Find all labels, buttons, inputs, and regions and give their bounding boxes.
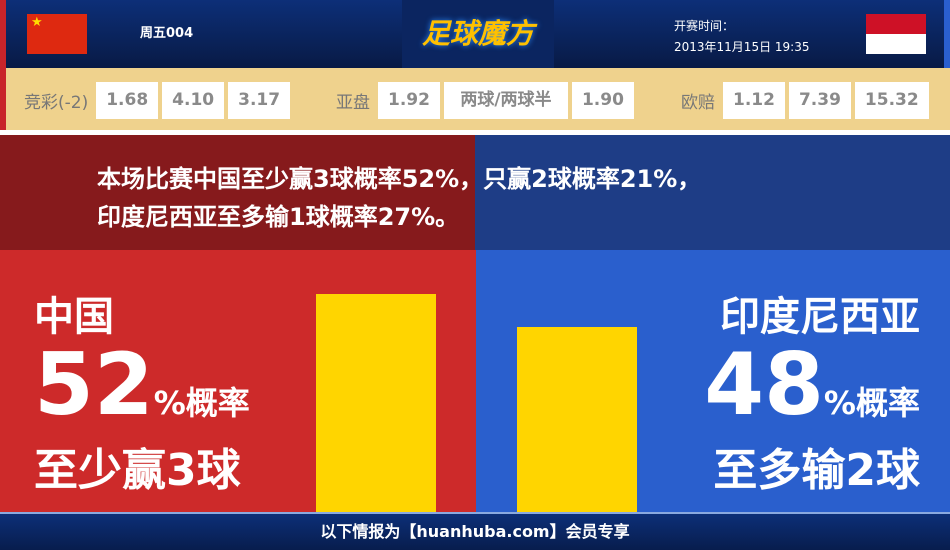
home-percent-suffix: %概率 [153,384,250,422]
odds-value: 3.17 [228,82,291,119]
odds-value: 1.90 [571,82,634,119]
kickoff-label: 开赛时间： [674,19,735,33]
jingcai-label: 竞彩(-2) [24,93,89,113]
yapan-label: 亚盘 [336,93,370,113]
away-desc: 至多输2球 [713,445,920,496]
china-flag-icon: ★ [27,14,87,54]
jingcai-odds: 竞彩(-2) 1.68 4.10 3.17 [24,82,291,119]
member-footer[interactable]: 以下情报为【huanhuba.com】会员专享 [0,512,950,550]
oupei-odds: 欧赔 1.12 7.39 15.32 [681,82,929,119]
home-panel: 中国 52%概率 至少赢3球 [0,250,476,512]
odds-value: 15.32 [854,82,929,119]
home-probability-bar [316,294,436,512]
home-team-name: 中国 [34,294,114,340]
away-team-name: 印度尼西亚 [720,294,920,340]
odds-handicap: 两球/两球半 [443,82,568,119]
message-line: 本场比赛中国至少赢3球概率52%，只赢2球概率21%， [97,165,702,193]
odds-value: 4.10 [162,82,225,119]
logo: 足球魔方 [402,0,554,68]
kickoff-time: 2013年11月15日 19:35 [674,40,810,54]
oupei-label: 欧赔 [681,93,715,113]
home-percent-value: 52 [34,335,154,435]
message-line: 印度尼西亚至多输1球概率27%。 [97,203,460,231]
odds-value: 7.39 [788,82,851,119]
prediction-message: 本场比赛中国至少赢3球概率52%，只赢2球概率21%， 印度尼西亚至多输1球概率… [0,135,950,250]
away-probability-bar [517,326,637,512]
yapan-odds: 亚盘 1.92 两球/两球半 1.90 [336,82,634,119]
divider [0,130,950,135]
away-percent-suffix: %概率 [823,384,920,422]
match-id: 周五004 [140,26,194,41]
odds-value: 1.92 [378,82,440,119]
match-header: ★ 周五004 足球魔方 开赛时间： 2013年11月15日 19:35 [0,0,950,68]
home-desc: 至少赢3球 [34,445,241,496]
odds-bar: 竞彩(-2) 1.68 4.10 3.17 亚盘 1.92 两球/两球半 1.9… [0,68,950,130]
away-percent: 48%概率 [704,342,920,446]
odds-value: 1.68 [96,82,159,119]
away-percent-value: 48 [704,335,824,435]
indonesia-flag-icon [866,14,926,54]
away-panel: 印度尼西亚 48%概率 至多输2球 [476,250,950,512]
odds-value: 1.12 [723,82,785,119]
home-percent: 52%概率 [34,342,250,446]
